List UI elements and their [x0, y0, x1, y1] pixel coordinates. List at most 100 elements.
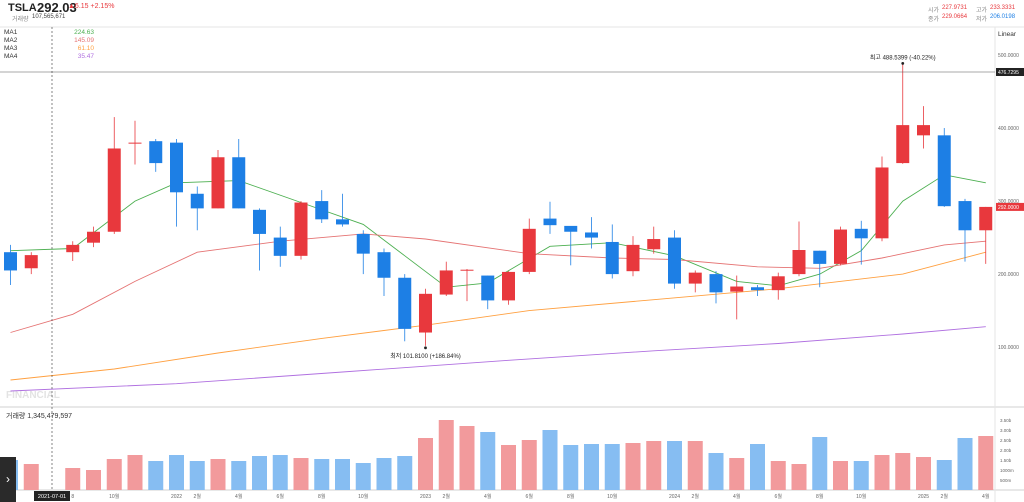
- candle: [294, 201, 308, 260]
- ma-line-ma3: [10, 251, 986, 381]
- candle-body: [875, 167, 889, 239]
- candle: [688, 270, 702, 293]
- candle: [979, 206, 993, 264]
- volume-bar: [957, 438, 973, 490]
- candle-body: [792, 250, 806, 275]
- candle-body: [128, 142, 142, 144]
- volume-tick-label: 2.50b: [1000, 438, 1012, 443]
- candle-body: [87, 231, 100, 243]
- time-tick-label: 2022: [171, 494, 182, 500]
- volume-bar: [833, 461, 848, 490]
- candle: [149, 138, 163, 172]
- time-tick-label: 4월: [982, 493, 990, 500]
- candle: [419, 288, 432, 346]
- expand-panel-button[interactable]: ›: [0, 457, 16, 502]
- candle-body: [294, 202, 308, 256]
- candle-body: [211, 157, 225, 209]
- chart-header: TSLA 292.03 ▲6.15 +2.15% 거래량 107,565,671…: [0, 0, 1024, 26]
- candle-body: [24, 255, 38, 269]
- candle-body: [917, 125, 930, 136]
- candle-body: [66, 244, 80, 253]
- time-tick-label: 10월: [607, 493, 618, 500]
- candle-body: [813, 250, 827, 264]
- candle-body: [439, 270, 453, 295]
- price-tick-label: 500.0000: [998, 53, 1019, 59]
- candle-body: [834, 229, 847, 264]
- time-tick-label: 2월: [443, 493, 451, 500]
- candle: [253, 208, 266, 271]
- volume-bar: [770, 461, 786, 490]
- volume-tick-label: 2.00b: [1000, 448, 1012, 453]
- volume-bar: [480, 432, 496, 490]
- candle: [937, 128, 951, 207]
- volume-bar: [86, 470, 101, 490]
- volume-caption: 거래량: [12, 17, 29, 23]
- candle-body: [543, 218, 557, 226]
- open-label: 시가: [928, 8, 940, 14]
- candle-body: [668, 237, 681, 284]
- candle: [66, 241, 80, 261]
- time-tick-label: 8월: [816, 493, 824, 500]
- price-tick-label: 300.0000: [998, 199, 1019, 205]
- change-label: ▲6.15 +2.15%: [68, 3, 115, 10]
- volume-bar: [501, 445, 516, 490]
- candle: [211, 149, 225, 209]
- candle: [522, 218, 536, 275]
- candle-body: [481, 275, 495, 301]
- candle: [730, 275, 744, 320]
- price-tick-label: 100.0000: [998, 345, 1019, 351]
- crosshair-date-label: 2021-07-01: [38, 494, 66, 500]
- volume-bar: [604, 444, 620, 490]
- ma-value: 35.47: [77, 53, 94, 60]
- candle: [24, 252, 38, 275]
- candle: [128, 120, 142, 165]
- candle-body: [854, 228, 868, 239]
- candle-body: [585, 232, 598, 238]
- time-tick-label: 10월: [358, 493, 369, 500]
- volume-bar: [667, 441, 682, 490]
- candle-body: [273, 237, 287, 256]
- volume-bar: [189, 461, 205, 490]
- high-annotation: 최고 488.5399 (-40.22%): [870, 53, 936, 61]
- volume-bar: [355, 463, 371, 490]
- ma-legend: MA1 224.63 MA2 145.09 MA3 61.10 MA4 35.4…: [4, 29, 94, 61]
- candle: [273, 226, 287, 267]
- volume-bar: [750, 444, 765, 490]
- candle-body: [502, 271, 515, 301]
- scale-toggle-button[interactable]: Linear: [998, 31, 1017, 38]
- time-tick-label: 8월: [318, 493, 326, 500]
- volume-bar: [231, 461, 247, 490]
- candle: [4, 244, 17, 286]
- ma-name: MA4: [4, 53, 18, 60]
- candle: [315, 190, 329, 223]
- volume-bar: [314, 459, 330, 490]
- candle: [481, 275, 495, 310]
- ma-legend-row: MA3 61.10: [4, 45, 94, 53]
- candle-body: [564, 225, 578, 232]
- ma-legend-row: MA4 35.47: [4, 53, 94, 61]
- volume-bar: [708, 453, 724, 490]
- high-value: 233.3331: [990, 5, 1016, 11]
- candle-body: [170, 142, 183, 193]
- candle-body: [709, 274, 723, 293]
- time-tick-label: 6월: [277, 493, 285, 500]
- candle-body: [356, 233, 370, 254]
- candle: [917, 106, 930, 149]
- candle: [439, 261, 453, 297]
- time-tick-label: 8월: [567, 493, 575, 500]
- time-tick-label: 8: [71, 494, 74, 500]
- high-annotation-dot: [901, 61, 905, 65]
- candle: [605, 224, 619, 279]
- candle: [771, 272, 785, 300]
- candle: [854, 220, 868, 265]
- candle: [107, 117, 121, 234]
- volume-tick-label: 3.00b: [1000, 428, 1012, 433]
- low-label: 저가: [976, 17, 988, 23]
- volume-bar: [438, 420, 454, 490]
- current-price-tag-label: 292.0000: [998, 205, 1019, 211]
- candle: [170, 138, 183, 227]
- candle-body: [896, 125, 910, 164]
- candle-body: [4, 252, 17, 271]
- volume-bar: [418, 438, 433, 490]
